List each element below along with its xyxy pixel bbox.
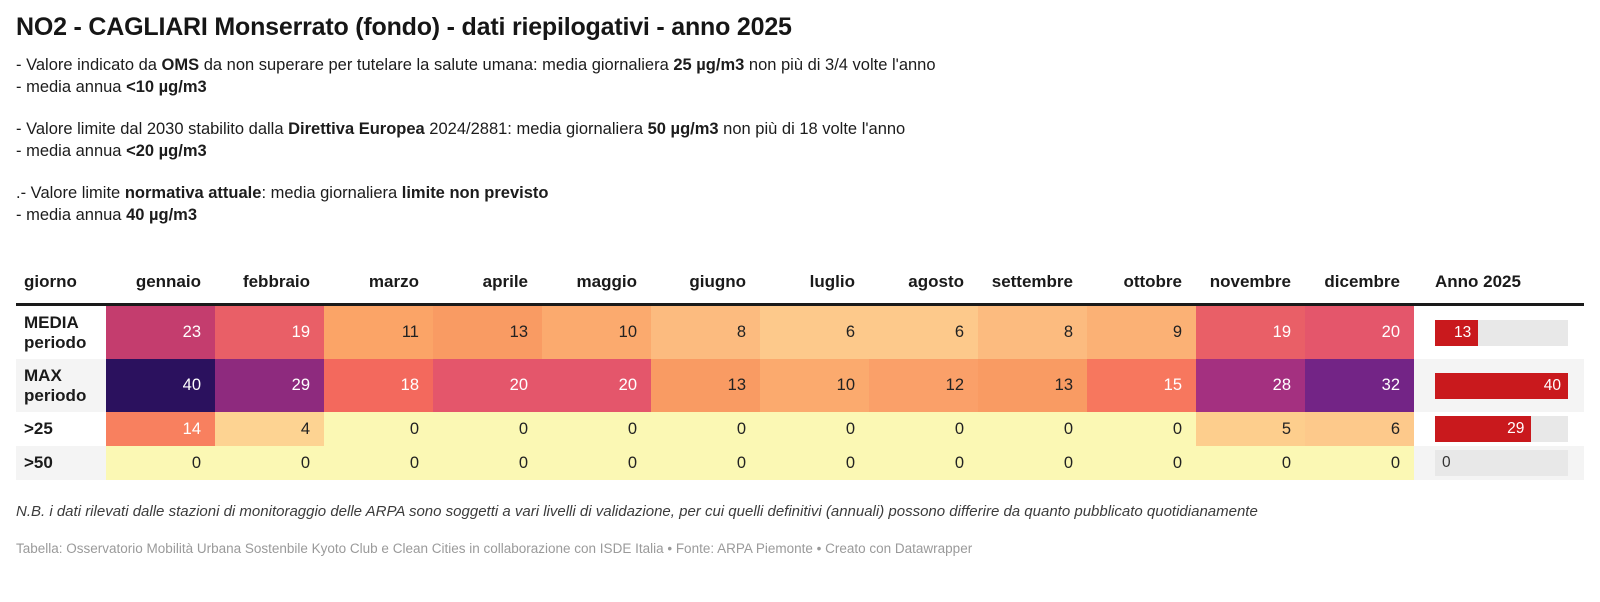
column-header-aprile: aprile [482,272,528,291]
heatmap-cell-marzo: 0 [324,412,433,446]
heatmap-cell-agosto: 6 [869,306,978,359]
heatmap-cell-gennaio: 40 [106,359,215,412]
heatmap-cell-giugno: 0 [651,446,760,480]
heatmap-cell-marzo: 18 [324,359,433,412]
table-row: >50 0 0 0 0 0 0 0 0 0 0 0 0 0 [16,446,1584,480]
page-title: NO2 - CAGLIARI Monserrato (fondo) - dati… [16,13,792,41]
heatmap-cell-gennaio: 14 [106,412,215,446]
column-header-anno: Anno 2025 [1435,272,1521,291]
column-header-luglio: luglio [809,272,855,291]
heatmap-cell-maggio: 20 [542,359,651,412]
heatmap-cell-marzo: 11 [324,306,433,359]
intro-block-2: - Valore limite dal 2030 stabilito dalla… [16,119,1584,162]
intro-line: - media annua 40 µg/m3 [16,205,198,224]
column-header-gennaio: gennaio [135,272,201,291]
annual-bar-track: 13 [1435,319,1568,346]
table-header-row: giorno gennaio febbraio marzo aprile maggio gi… [16,272,1584,306]
table-row: MEDIA periodo 23 19 11 13 10 8 6 6 8 9 19 20 13 [16,306,1584,359]
heatmap-cell-giugno: 8 [651,306,760,359]
heatmap-cell-maggio: 0 [542,412,651,446]
column-header-agosto: agosto [908,272,964,291]
heatmap-cell-novembre: 28 [1196,359,1305,412]
summary-table: giorno gennaio febbraio marzo aprile maggio gi… [16,272,1584,480]
heatmap-cell-luglio: 6 [760,306,869,359]
annual-summary-cell: 40 [1414,359,1584,412]
column-header-marzo: marzo [368,272,419,291]
heatmap-cell-ottobre: 9 [1087,306,1196,359]
heatmap-cell-febbraio: 19 [215,306,324,359]
column-header-ottobre: ottobre [1123,272,1182,291]
column-header-giorno: giorno [24,272,77,291]
intro-line: - Valore limite dal 2030 stabilito dalla… [16,120,906,138]
annual-bar: 40 [1435,372,1568,399]
annual-bar: 29 [1435,416,1532,442]
heatmap-cell-febbraio: 4 [215,412,324,446]
table-row: >25 14 4 0 0 0 0 0 0 0 0 5 6 29 [16,412,1584,446]
heatmap-cell-aprile: 13 [433,306,542,359]
heatmap-cell-ottobre: 15 [1087,359,1196,412]
heatmap-cell-agosto: 12 [869,359,978,412]
heatmap-cell-novembre: 0 [1196,446,1305,480]
table-body: MEDIA periodo 23 19 11 13 10 8 6 6 8 9 19 20 13 MAX peri… [16,306,1584,480]
column-header-settembre: settembre [991,272,1073,291]
heatmap-cell-gennaio: 23 [106,306,215,359]
heatmap-cell-aprile: 0 [433,446,542,480]
heatmap-cell-settembre: 8 [978,306,1087,359]
intro-block-1: - Valore indicato da OMS da non superare… [16,55,1584,98]
heatmap-cell-dicembre: 32 [1305,359,1414,412]
annual-summary-cell: 13 [1414,306,1584,359]
intro-block-3: .- Valore limite normativa attuale: medi… [16,183,1584,226]
table-row: MAX periodo 40 29 18 20 20 13 10 12 13 15 28 32 40 [16,359,1584,412]
row-label: >50 [16,446,106,480]
heatmap-cell-luglio: 0 [760,446,869,480]
heatmap-cell-dicembre: 0 [1305,446,1414,480]
heatmap-cell-ottobre: 0 [1087,446,1196,480]
heatmap-cell-maggio: 0 [542,446,651,480]
intro-line: - media annua <10 µg/m3 [16,77,207,96]
heatmap-cell-novembre: 19 [1196,306,1305,359]
heatmap-cell-marzo: 0 [324,446,433,480]
intro-line: - media annua <20 µg/m3 [16,141,207,160]
heatmap-cell-settembre: 0 [978,446,1087,480]
heatmap-cell-aprile: 20 [433,359,542,412]
heatmap-cell-settembre: 13 [978,359,1087,412]
heatmap-cell-novembre: 5 [1196,412,1305,446]
heatmap-cell-ottobre: 0 [1087,412,1196,446]
annual-summary-cell: 0 [1414,446,1584,480]
heatmap-cell-maggio: 10 [542,306,651,359]
column-header-maggio: maggio [576,272,637,291]
heatmap-cell-settembre: 0 [978,412,1087,446]
heatmap-cell-dicembre: 20 [1305,306,1414,359]
heatmap-cell-gennaio: 0 [106,446,215,480]
heatmap-cell-agosto: 0 [869,446,978,480]
heatmap-cell-dicembre: 6 [1305,412,1414,446]
heatmap-cell-giugno: 13 [651,359,760,412]
heatmap-cell-febbraio: 0 [215,446,324,480]
heatmap-cell-giugno: 0 [651,412,760,446]
validation-footnote: N.B. i dati rilevati dalle stazioni di m… [16,503,1258,520]
annual-bar-track: 0 [1435,450,1568,476]
column-header-febbraio: febbraio [242,272,310,291]
column-header-dicembre: dicembre [1324,272,1400,291]
row-label: MEDIA periodo [24,312,87,352]
heatmap-cell-febbraio: 29 [215,359,324,412]
intro-line: - Valore indicato da OMS da non superare… [16,56,936,74]
annual-bar: 13 [1435,319,1479,346]
intro-notes: - Valore indicato da OMS da non superare… [16,55,1584,226]
heatmap-cell-agosto: 0 [869,412,978,446]
page: NO2 - CAGLIARI Monserrato (fondo) - dati… [16,13,1584,556]
annual-bar-track: 40 [1435,372,1568,399]
annual-bar-value: 0 [1442,454,1451,471]
heatmap-cell-aprile: 0 [433,412,542,446]
annual-bar-track: 29 [1435,416,1568,442]
column-header-novembre: novembre [1209,272,1291,291]
intro-line: .- Valore limite normativa attuale: medi… [16,184,549,202]
row-label: >25 [24,419,53,438]
heatmap-cell-luglio: 0 [760,412,869,446]
heatmap-cell-luglio: 10 [760,359,869,412]
annual-summary-cell: 29 [1414,412,1584,446]
row-label: MAX periodo [16,359,106,412]
table-credits: Tabella: Osservatorio Mobilità Urbana So… [16,541,973,556]
column-header-giugno: giugno [689,272,746,291]
